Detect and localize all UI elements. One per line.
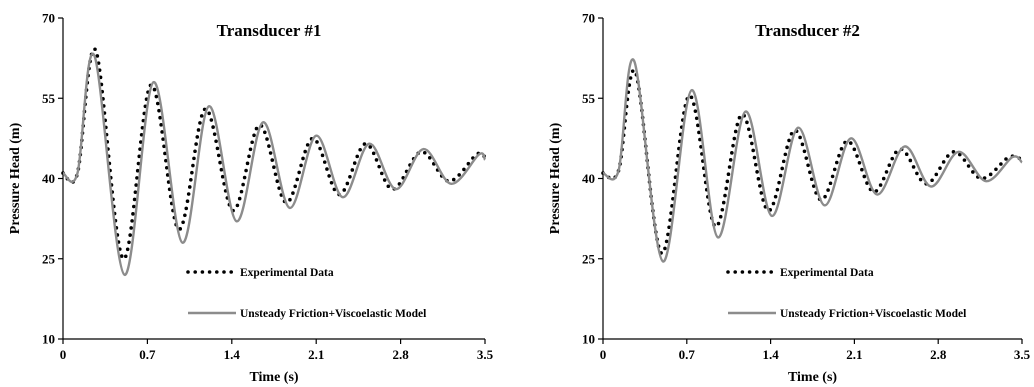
y-tick-label: 25: [582, 251, 596, 266]
y-tick-label: 55: [42, 91, 56, 106]
experimental-data-series: [601, 68, 1024, 256]
x-tick-label: 2.8: [392, 347, 409, 362]
x-tick-label: 0.7: [139, 347, 156, 362]
x-axis-title: Time (s): [249, 370, 298, 385]
x-tick-label: 0: [60, 347, 67, 362]
x-tick-label: 2.1: [846, 347, 862, 362]
legend-label-experimental: Experimental Data: [780, 267, 874, 279]
x-tick-label: 2.8: [930, 347, 947, 362]
y-tick-label: 10: [582, 332, 595, 347]
y-tick-label: 40: [42, 171, 55, 186]
chart-title: Transducer #1: [217, 21, 322, 40]
y-axis-title: Pressure Head (m): [8, 122, 23, 234]
y-tick-label: 40: [582, 171, 595, 186]
y-tick-label: 10: [42, 332, 55, 347]
legend-label-model: Unsteady Friction+Viscoelastic Model: [240, 308, 426, 320]
x-tick-label: 2.1: [308, 347, 324, 362]
y-axis-title: Pressure Head (m): [548, 122, 563, 234]
x-axis-title: Time (s): [788, 370, 837, 385]
transducer-1-chart: 10 25 40 55 70 0 0.7 1.4 2.1 2.8 3.5 Time (s) Pressu…: [8, 11, 494, 386]
x-tick-label: 3.5: [477, 347, 494, 362]
y-tick-label: 70: [42, 11, 55, 26]
model-series: [602, 58, 1023, 263]
y-tick-label: 25: [42, 251, 56, 266]
x-tick-label: 3.5: [1014, 347, 1031, 362]
x-tick-label: 1.4: [762, 347, 779, 362]
legend-label-experimental: Experimental Data: [240, 267, 334, 279]
y-tick-label: 55: [582, 91, 596, 106]
chart-title: Transducer #2: [755, 21, 860, 40]
x-tick-label: 1.4: [224, 347, 241, 362]
legend-label-model: Unsteady Friction+Viscoelastic Model: [780, 308, 966, 320]
y-tick-label: 70: [582, 11, 595, 26]
model-series: [62, 52, 487, 277]
x-tick-label: 0: [600, 347, 607, 362]
experimental-data-series: [61, 47, 487, 261]
transducer-2-chart: 10 25 40 55 70 0 0.7 1.4 2.1 2.8 3.5 Time (s) Pressu…: [548, 11, 1031, 386]
x-tick-label: 0.7: [679, 347, 696, 362]
